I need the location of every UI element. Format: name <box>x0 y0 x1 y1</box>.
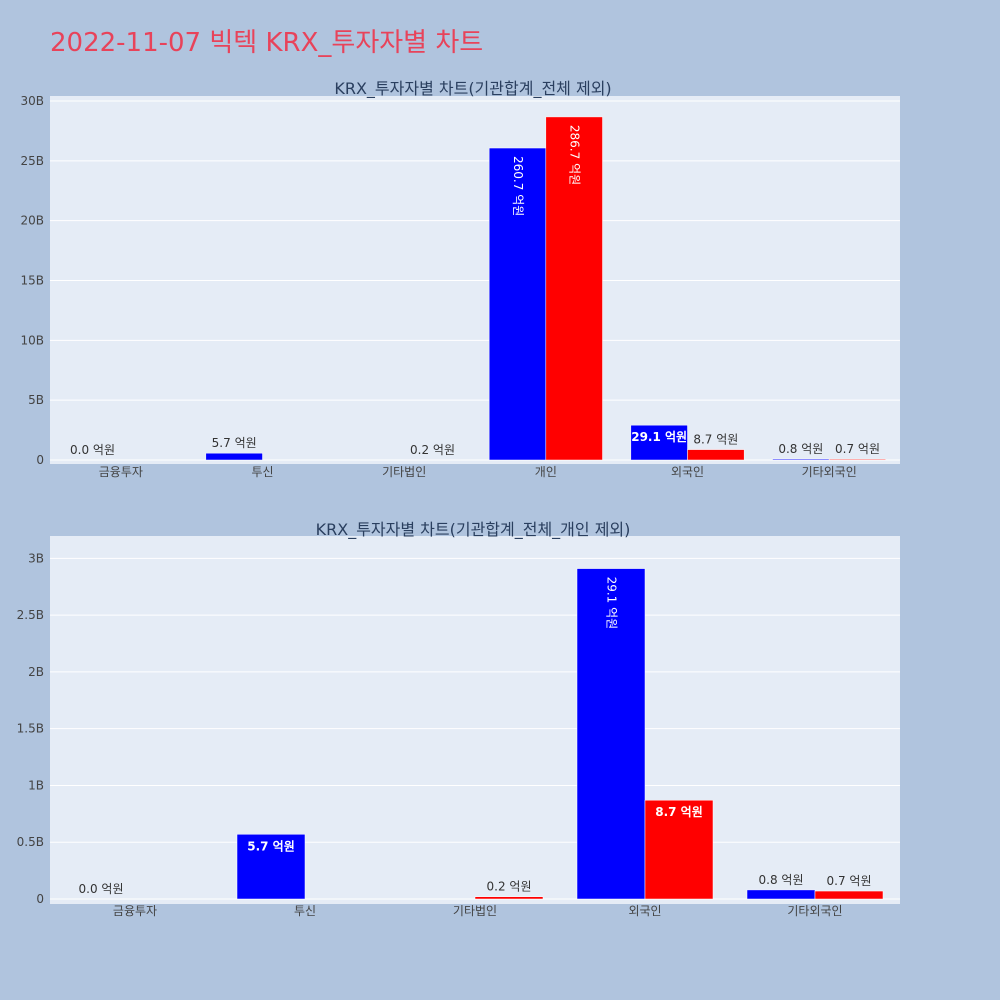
y-tick-label: 2B <box>28 665 44 679</box>
bar-buy <box>772 458 830 461</box>
y-tick-label: 0.5B <box>17 835 44 849</box>
data-label: 0.8 억원 <box>778 442 823 456</box>
chart-2: 0 0.5B 1B 1.5B 2B 2.5B 3B KRX_투자자별 차트(기관합계_전체_개… <box>17 520 900 918</box>
data-label: 8.7 억원 <box>655 805 703 819</box>
data-label: 0.8 억원 <box>759 873 804 887</box>
x-tick-label: 기타외국인 <box>787 904 842 918</box>
y-tick-label: 1.5B <box>17 722 44 736</box>
x-tick-label: 기타법인 <box>453 904 497 918</box>
x-tick-label: 금융투자 <box>113 904 157 918</box>
y-tick-label: 2.5B <box>17 608 44 622</box>
chart-1: 0 5B 10B 15B 20B 25B 30B KRX_투자자별 차트(기관합계_전체 제외… <box>20 79 900 479</box>
data-label: 0.2 억원 <box>410 443 455 457</box>
y-tick-label: 20B <box>20 214 44 228</box>
bar-buy <box>630 424 688 461</box>
data-label: 0.0 억원 <box>79 882 124 896</box>
y-tick-label: 5B <box>28 393 44 407</box>
y-tick-label: 25B <box>20 154 44 168</box>
data-label: 29.1 억원 <box>605 577 619 630</box>
x-tick-label: 개인 <box>535 465 557 479</box>
data-label: 0.7 억원 <box>835 442 880 456</box>
page-title: 2022-11-07 빅텍 KRX_투자자별 차트 <box>50 28 484 58</box>
data-label: 8.7 억원 <box>693 433 738 447</box>
plot-area <box>50 536 900 904</box>
x-tick-label: 금융투자 <box>99 465 143 479</box>
chart-title: KRX_투자자별 차트(기관합계_전체 제외) <box>334 79 611 99</box>
bar-buy <box>746 889 816 900</box>
data-label: 5.7 억원 <box>212 436 257 450</box>
x-tick-label: 외국인 <box>671 465 704 479</box>
bar-sell <box>474 896 544 900</box>
y-tick-label: 15B <box>20 274 44 288</box>
bar-buy <box>236 834 306 900</box>
bar-sell <box>828 458 887 461</box>
bar-sell <box>687 449 745 461</box>
x-tick-label: 투신 <box>251 465 273 479</box>
y-tick-label: 10B <box>20 333 44 347</box>
data-label: 29.1 억원 <box>631 430 687 444</box>
data-label: 5.7 억원 <box>247 839 295 853</box>
data-label: 0.7 억원 <box>827 874 872 888</box>
bar-sell <box>814 890 884 900</box>
x-tick-label: 투신 <box>294 904 316 918</box>
y-tick-label: 1B <box>28 778 44 792</box>
bar-sell <box>545 116 603 461</box>
chart-title: KRX_투자자별 차트(기관합계_전체_개인 제외) <box>316 520 631 540</box>
x-tick-label: 기타외국인 <box>802 465 857 479</box>
data-label: 0.2 억원 <box>487 880 532 894</box>
data-label: 260.7 억원 <box>511 156 525 216</box>
data-label: 286.7 억원 <box>568 125 582 185</box>
data-label: 0.0 억원 <box>70 443 115 457</box>
x-tick-label: 기타법인 <box>382 465 426 479</box>
bar-sell <box>644 799 714 900</box>
y-tick-label: 0 <box>36 892 44 906</box>
x-tick-label: 외국인 <box>628 904 661 918</box>
bar-buy <box>576 568 646 900</box>
y-tick-label: 30B <box>20 94 44 108</box>
bar-buy <box>205 452 263 461</box>
y-tick-label: 0 <box>36 453 44 467</box>
y-tick-label: 3B <box>28 551 44 565</box>
bar-buy <box>488 147 547 461</box>
